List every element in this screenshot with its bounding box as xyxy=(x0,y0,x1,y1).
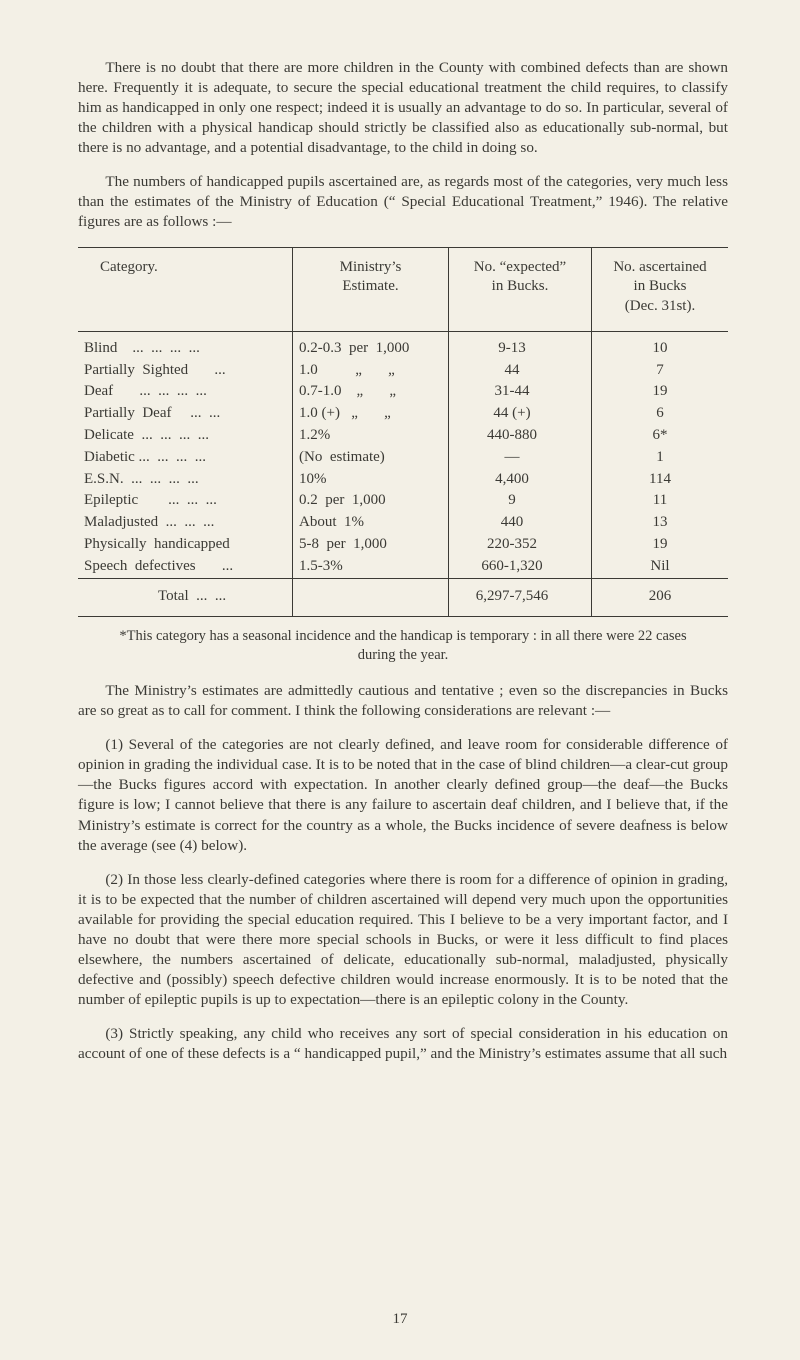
table-row: Physically handicapped 5-8 per 1,000 220… xyxy=(78,534,728,556)
col-header-estimate: Ministry’s Estimate. xyxy=(340,259,402,295)
table-row: Delicate ... ... ... ... 1.2% 440-880 6* xyxy=(78,425,728,447)
table-footnote: *This category has a seasonal incidence … xyxy=(118,627,688,665)
table-total-row: Total ... ... 6,297-7,546 206 xyxy=(78,578,728,617)
table-row: Speech defectives ... 1.5-3% 660-1,320 N… xyxy=(78,556,728,578)
table-row: Partially Deaf ... ... 1.0 (+) „ „ 44 (+… xyxy=(78,403,728,425)
table-row: Partially Sighted ... 1.0 „ „ 44 7 xyxy=(78,360,728,382)
col-header-expected: No. “expected” in Bucks. xyxy=(474,259,566,295)
paragraph-6: (3) Strictly speaking, any child who rec… xyxy=(78,1024,728,1064)
paragraph-1: There is no doubt that there are more ch… xyxy=(78,58,728,158)
paragraph-5: (2) In those less clearly-defined catego… xyxy=(78,870,728,1010)
paragraph-3: The Ministry’s estimates are admittedly … xyxy=(78,681,728,721)
paragraph-4: (1) Several of the categories are not cl… xyxy=(78,735,728,855)
table-row: Blind ... ... ... ... 0.2-0.3 per 1,000 … xyxy=(78,338,728,360)
table-row: Diabetic ... ... ... ... (No estimate) —… xyxy=(78,447,728,469)
table-row: Maladjusted ... ... ... About 1% 440 13 xyxy=(78,512,728,534)
col-header-ascertained: No. ascertained in Bucks (Dec. 31st). xyxy=(613,259,706,315)
table-row: Deaf ... ... ... ... 0.7-1.0 „ „ 31-44 1… xyxy=(78,381,728,403)
page-number: 17 xyxy=(0,1310,800,1330)
paragraph-2: The numbers of handicapped pupils ascert… xyxy=(78,172,728,232)
table-row: Epileptic ... ... ... 0.2 per 1,000 9 11 xyxy=(78,490,728,512)
handicap-table: Category. Ministry’s Estimate. No. “expe… xyxy=(78,247,728,618)
table-row: E.S.N. ... ... ... ... 10% 4,400 114 xyxy=(78,469,728,491)
page: There is no doubt that there are more ch… xyxy=(0,0,800,1360)
col-header-category: Category. xyxy=(100,259,158,275)
